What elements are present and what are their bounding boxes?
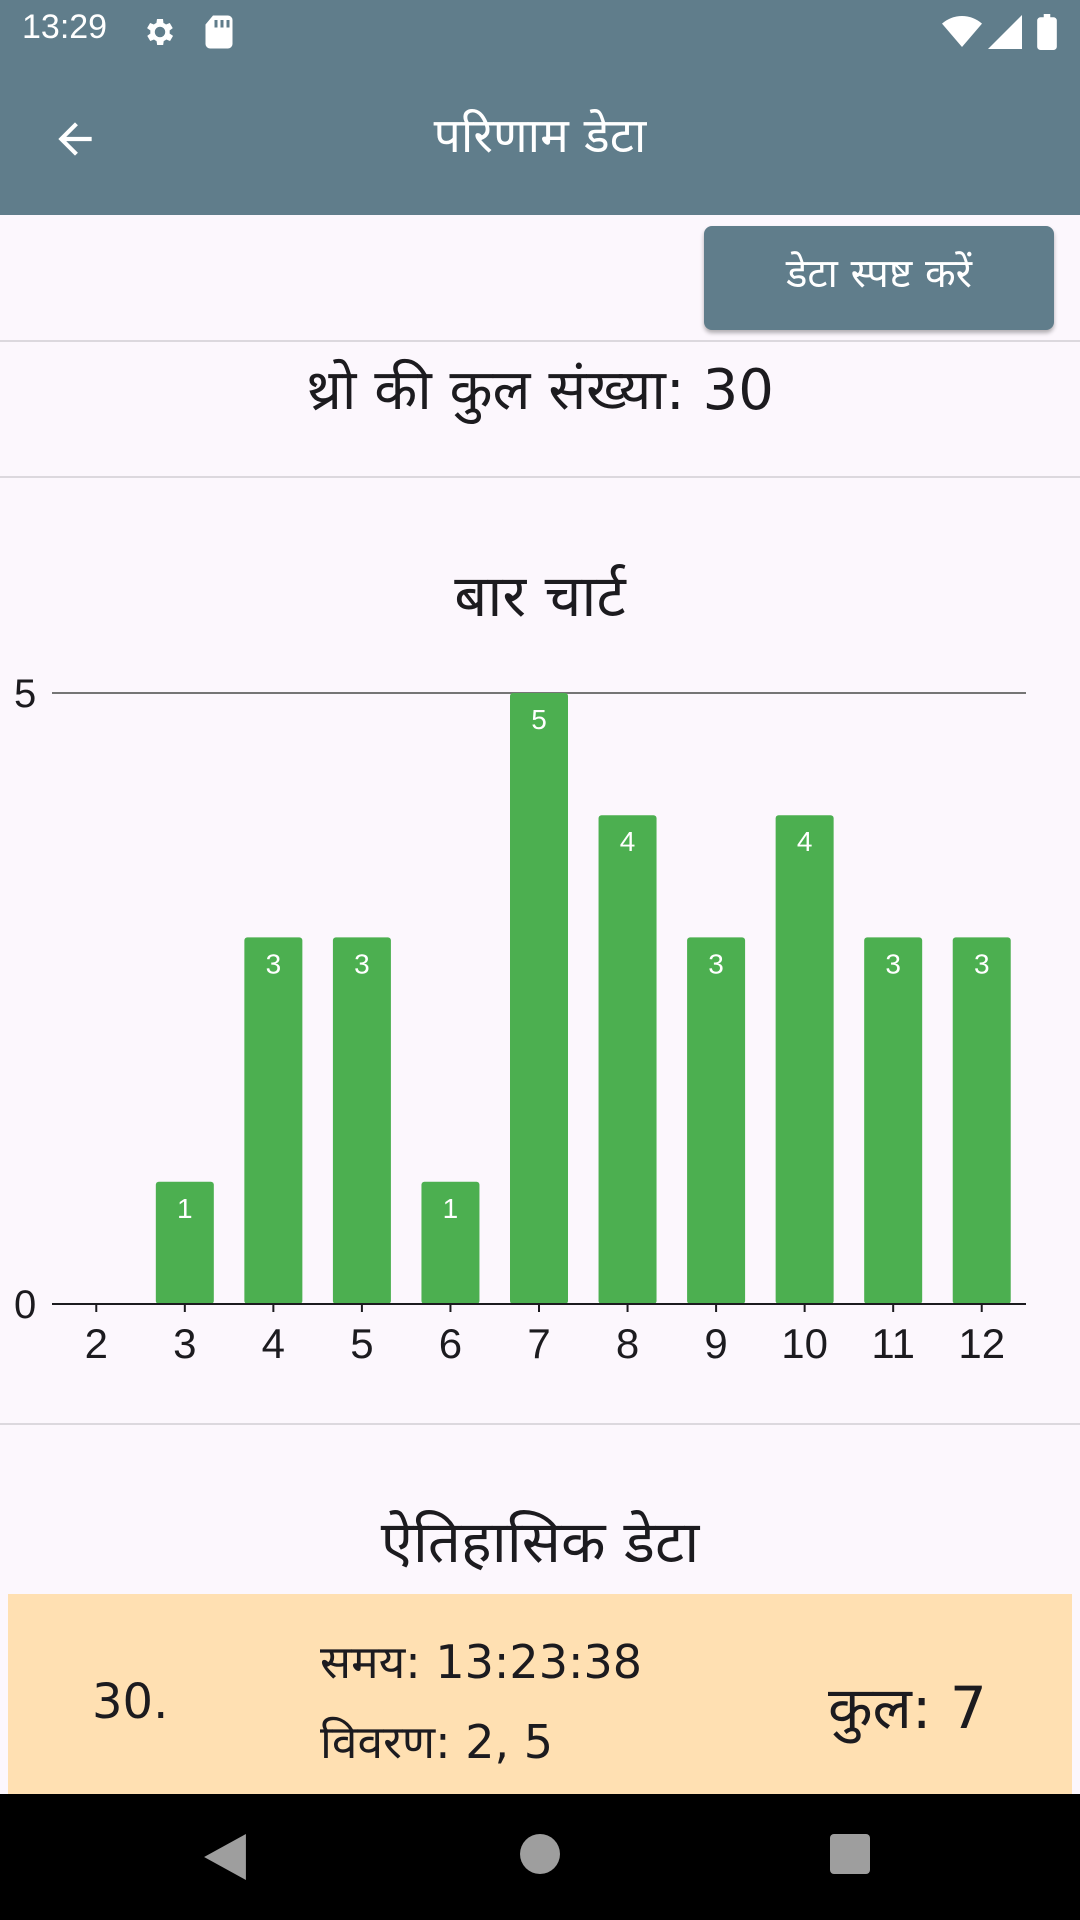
page-title: परिणाम डेटा — [433, 108, 647, 164]
divider — [0, 1423, 1080, 1425]
history-item-index: 30. — [92, 1674, 169, 1730]
x-tick-label: 6 — [439, 1320, 462, 1367]
x-tick-label: 7 — [527, 1320, 550, 1367]
x-tick-label: 8 — [616, 1320, 639, 1367]
history-item-total: कुल: 7 — [828, 1674, 987, 1742]
x-tick-label: 12 — [958, 1320, 1005, 1367]
divider — [0, 340, 1080, 342]
app-bar: परिणाम डेटा — [0, 62, 1080, 215]
back-triangle-icon[interactable] — [204, 1834, 246, 1880]
bar — [864, 937, 923, 1304]
bar — [244, 937, 303, 1304]
bar-value-label: 4 — [620, 826, 636, 857]
bar — [952, 937, 1011, 1304]
bar — [775, 815, 834, 1304]
bar — [332, 937, 391, 1304]
bar-value-label: 1 — [177, 1193, 193, 1224]
bar-value-label: 4 — [797, 826, 813, 857]
bar — [421, 1181, 480, 1304]
x-tick-label: 11 — [871, 1320, 915, 1367]
bar-value-label: 1 — [443, 1193, 459, 1224]
arrow-back-icon — [58, 122, 92, 156]
bar-value-label: 3 — [354, 948, 370, 979]
bar-chart: 0 5 2 1 3 3 4 3 5 1 6 5 7 4 8 3 9 4 10 3 11 3 12 — [14, 672, 1026, 1367]
divider — [0, 476, 1080, 478]
history-item[interactable]: 30. समय: 13:23:38 विवरण: 2, 5 कुल: 7 — [8, 1594, 1072, 1794]
bar — [510, 693, 568, 1304]
bar — [155, 1181, 214, 1304]
bar-value-label: 3 — [885, 948, 901, 979]
back-button[interactable] — [40, 104, 110, 174]
bar-value-label: 3 — [974, 948, 990, 979]
x-tick-label: 9 — [704, 1320, 727, 1367]
bar — [687, 937, 746, 1304]
battery-icon — [1037, 14, 1057, 50]
total-throws-label: थ्रो की कुल संख्या: 30 — [306, 358, 774, 423]
clear-data-button[interactable]: डेटा स्पष्ट करें — [704, 226, 1054, 330]
history-item-time: समय: 13:23:38 — [320, 1635, 642, 1689]
y-tick-label: 5 — [14, 672, 36, 716]
bar-value-label: 5 — [531, 704, 547, 735]
status-bar: 13:29 — [0, 0, 1080, 62]
signal-icon — [988, 15, 1022, 49]
wifi-icon — [942, 16, 982, 47]
history-title: ऐतिहासिक डेटा — [380, 1508, 700, 1576]
recents-square-icon[interactable] — [830, 1834, 870, 1874]
chart-title: बार चार्ट — [454, 562, 626, 630]
status-time: 13:29 — [22, 8, 108, 46]
home-circle-icon[interactable] — [520, 1834, 560, 1874]
x-tick-label: 3 — [173, 1320, 196, 1367]
x-tick-label: 5 — [350, 1320, 373, 1367]
history-item-detail: विवरण: 2, 5 — [320, 1715, 554, 1769]
x-tick-label: 10 — [781, 1320, 828, 1367]
sd-card-icon — [205, 15, 233, 49]
y-tick-label: 0 — [14, 1283, 36, 1327]
bar-value-label: 3 — [708, 948, 724, 979]
x-tick-label: 2 — [85, 1320, 108, 1367]
bar — [598, 815, 657, 1304]
bar-value-label: 3 — [266, 948, 282, 979]
x-tick-label: 4 — [262, 1320, 285, 1367]
navigation-bar — [0, 1794, 1080, 1920]
gear-icon — [147, 18, 174, 46]
